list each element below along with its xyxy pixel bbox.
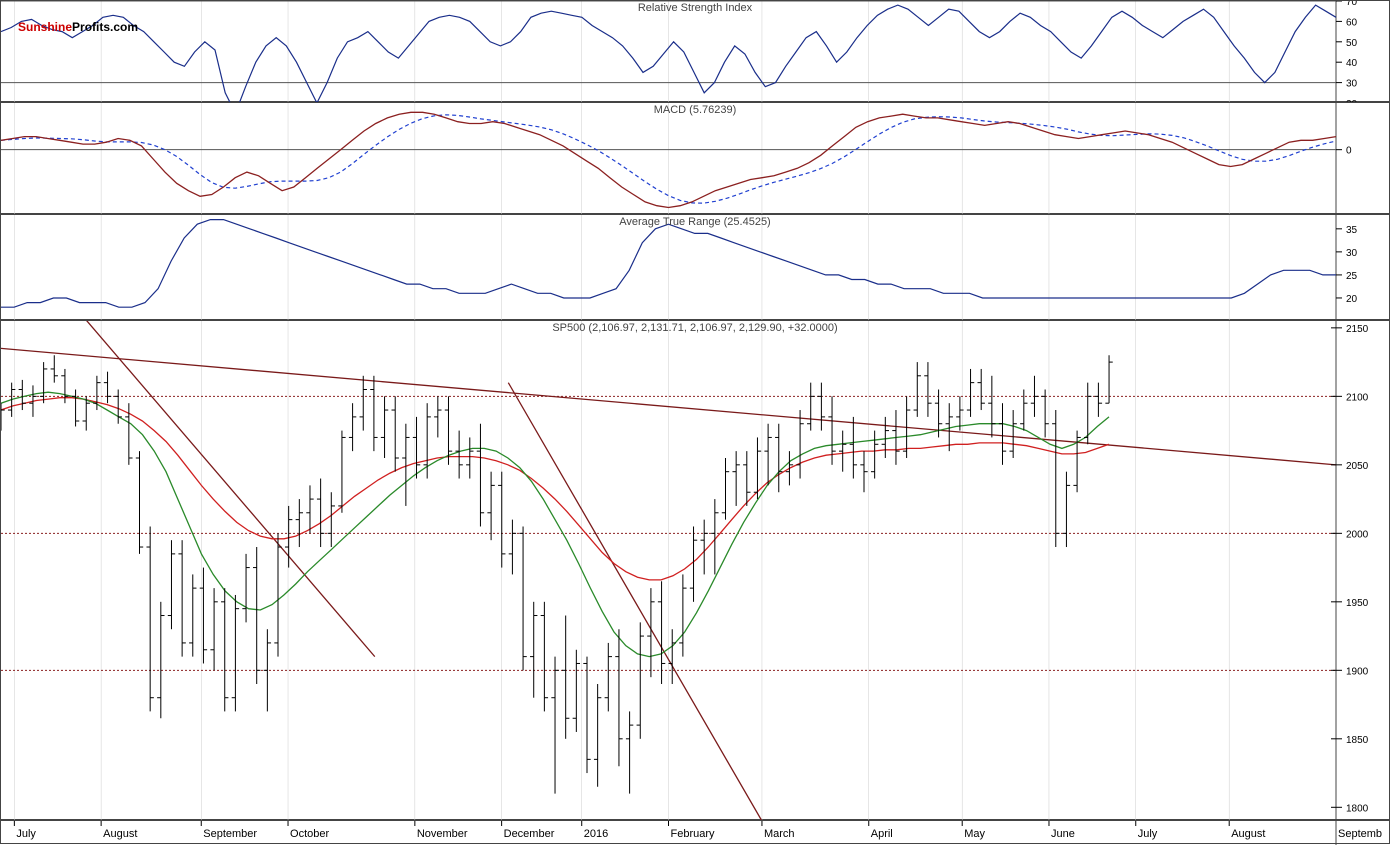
svg-text:July: July xyxy=(16,828,36,840)
svg-text:December: December xyxy=(504,828,555,840)
svg-text:1850: 1850 xyxy=(1346,735,1369,746)
svg-text:2100: 2100 xyxy=(1346,392,1369,403)
svg-text:60: 60 xyxy=(1346,17,1358,28)
svg-text:August: August xyxy=(1231,828,1265,840)
watermark-b: Profits.com xyxy=(72,20,138,34)
watermark-a: Sunshine xyxy=(18,20,72,34)
rsi-panel: Relative Strength Index203040506070 xyxy=(0,0,1390,102)
svg-text:August: August xyxy=(103,828,137,840)
svg-text:October: October xyxy=(290,828,329,840)
svg-text:1800: 1800 xyxy=(1346,803,1369,814)
svg-text:2000: 2000 xyxy=(1346,529,1369,540)
svg-text:1900: 1900 xyxy=(1346,666,1369,677)
svg-text:0: 0 xyxy=(1346,146,1352,157)
svg-text:July: July xyxy=(1138,828,1158,840)
svg-text:2016: 2016 xyxy=(584,828,608,840)
watermark: SunshineProfits.com xyxy=(18,20,138,34)
svg-text:Septemb: Septemb xyxy=(1338,828,1382,840)
atr-title: Average True Range (25.4525) xyxy=(619,216,770,228)
svg-text:1950: 1950 xyxy=(1346,598,1369,609)
svg-text:September: September xyxy=(203,828,257,840)
svg-text:30: 30 xyxy=(1346,248,1358,259)
svg-text:April: April xyxy=(871,828,893,840)
rsi-title: Relative Strength Index xyxy=(638,2,752,14)
svg-text:70: 70 xyxy=(1346,1,1358,8)
svg-text:November: November xyxy=(417,828,468,840)
svg-text:25: 25 xyxy=(1346,271,1358,282)
svg-text:2050: 2050 xyxy=(1346,461,1369,472)
svg-text:50: 50 xyxy=(1346,38,1358,49)
svg-text:35: 35 xyxy=(1346,225,1358,236)
svg-text:February: February xyxy=(671,828,716,840)
svg-text:June: June xyxy=(1051,828,1075,840)
x-axis: July August September October November Decemb… xyxy=(0,820,1390,844)
svg-text:May: May xyxy=(964,828,985,840)
macd-title: MACD (5.76239) xyxy=(654,104,737,116)
svg-text:40: 40 xyxy=(1346,58,1358,69)
svg-text:30: 30 xyxy=(1346,79,1358,90)
price-title: SP500 (2,106.97, 2,131.71, 2,106.97, 2,1… xyxy=(552,322,837,334)
atr-panel: Average True Range (25.4525) 20 25 30 35 xyxy=(0,214,1390,320)
svg-text:2150: 2150 xyxy=(1346,324,1369,335)
macd-panel: MACD (5.76239) 0 xyxy=(0,102,1390,214)
svg-text:20: 20 xyxy=(1346,294,1358,305)
svg-text:March: March xyxy=(764,828,795,840)
price-panel: SP500 (2,106.97, 2,131.71, 2,106.97, 2,1… xyxy=(0,320,1390,820)
